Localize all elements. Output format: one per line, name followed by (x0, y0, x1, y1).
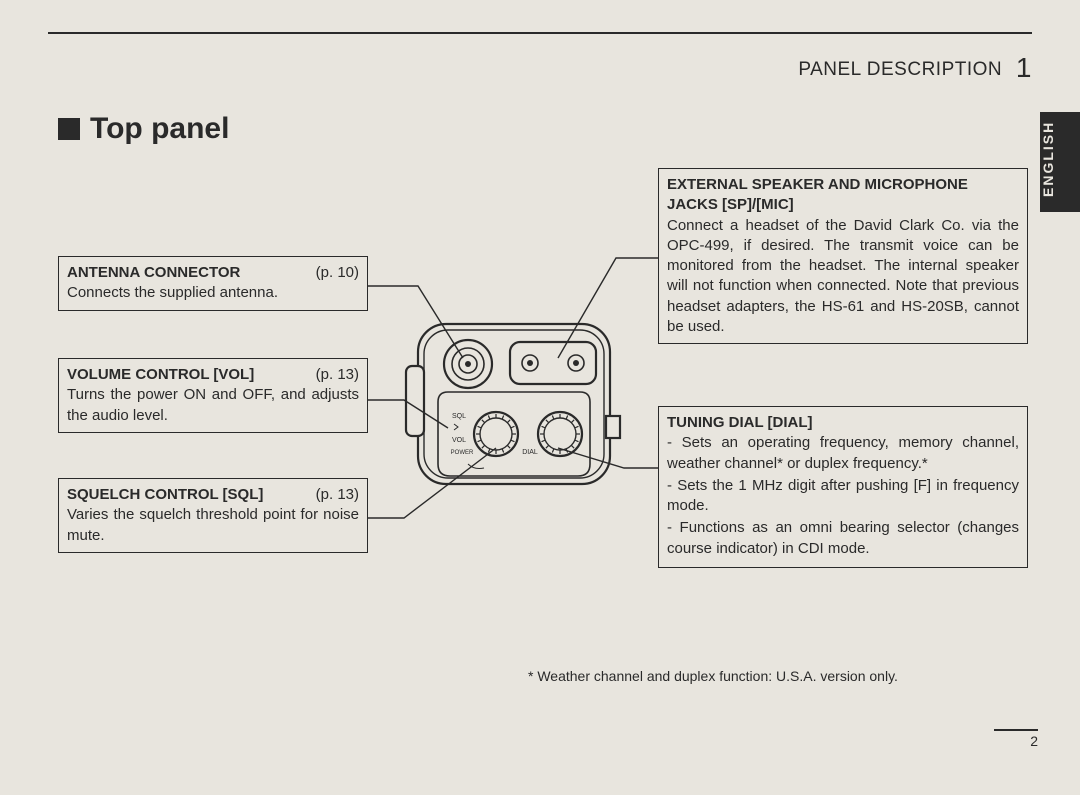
callout-list: Sets an operating frequency, memory chan… (667, 433, 1019, 559)
callout-pageref: (p. 10) (316, 263, 359, 283)
callout-speaker: EXTERNAL SPEAKER AND MICROPHONE JACKS [S… (658, 168, 1028, 344)
callout-heading: VOLUME CONTROL [VOL] (67, 366, 254, 383)
callout-antenna: ANTENNA CONNECTOR (p. 10) Connects the s… (58, 256, 368, 311)
callout-squelch: SQUELCH CONTROL [SQL] (p. 13) Varies the… (58, 478, 368, 553)
language-tab: ENGLISH (1040, 112, 1080, 212)
page-title: Top panel (90, 112, 229, 146)
section-header: PANEL DESCRIPTION 1 (798, 52, 1032, 84)
list-item: Sets the 1 MHz digit after pushing [F] i… (667, 476, 1019, 517)
svg-text:DIAL: DIAL (522, 449, 538, 456)
manual-page: PANEL DESCRIPTION 1 ENGLISH Top panel AN… (48, 28, 1032, 747)
callout-volume: VOLUME CONTROL [VOL] (p. 13) Turns the p… (58, 358, 368, 433)
top-rule (48, 32, 1032, 34)
callout-pageref: (p. 13) (316, 485, 359, 505)
callout-pageref: (p. 13) (316, 365, 359, 385)
callout-tuning: TUNING DIAL [DIAL] Sets an operating fre… (658, 406, 1028, 568)
callout-body: Varies the squelch threshold point for n… (67, 505, 359, 546)
title-bullet-icon (58, 118, 80, 140)
list-item: Functions as an omni bearing selector (c… (667, 518, 1019, 559)
page-title-row: Top panel (58, 112, 229, 146)
svg-text:SQL: SQL (452, 413, 466, 420)
section-number: 1 (1016, 52, 1032, 83)
callout-heading: EXTERNAL SPEAKER AND MICROPHONE JACKS [S… (667, 175, 1019, 216)
svg-text:POWER: POWER (451, 450, 474, 456)
callout-body: Turns the power ON and OFF, and adjusts … (67, 385, 359, 426)
top-panel-diagram: SQL VOL POWER DIAL (404, 306, 624, 516)
callout-heading: SQUELCH CONTROL [SQL] (67, 486, 263, 503)
callout-body: Connect a headset of the David Clark Co.… (667, 216, 1019, 338)
callout-heading: ANTENNA CONNECTOR (67, 264, 240, 281)
footnote: * Weather channel and duplex function: U… (528, 668, 898, 684)
svg-text:VOL: VOL (452, 437, 466, 444)
page-number: 2 (994, 729, 1038, 749)
section-label: PANEL DESCRIPTION (798, 59, 1002, 80)
callout-body: Connects the supplied antenna. (67, 283, 359, 303)
list-item: Sets an operating frequency, memory chan… (667, 433, 1019, 474)
callout-heading: TUNING DIAL [DIAL] (667, 413, 1019, 433)
